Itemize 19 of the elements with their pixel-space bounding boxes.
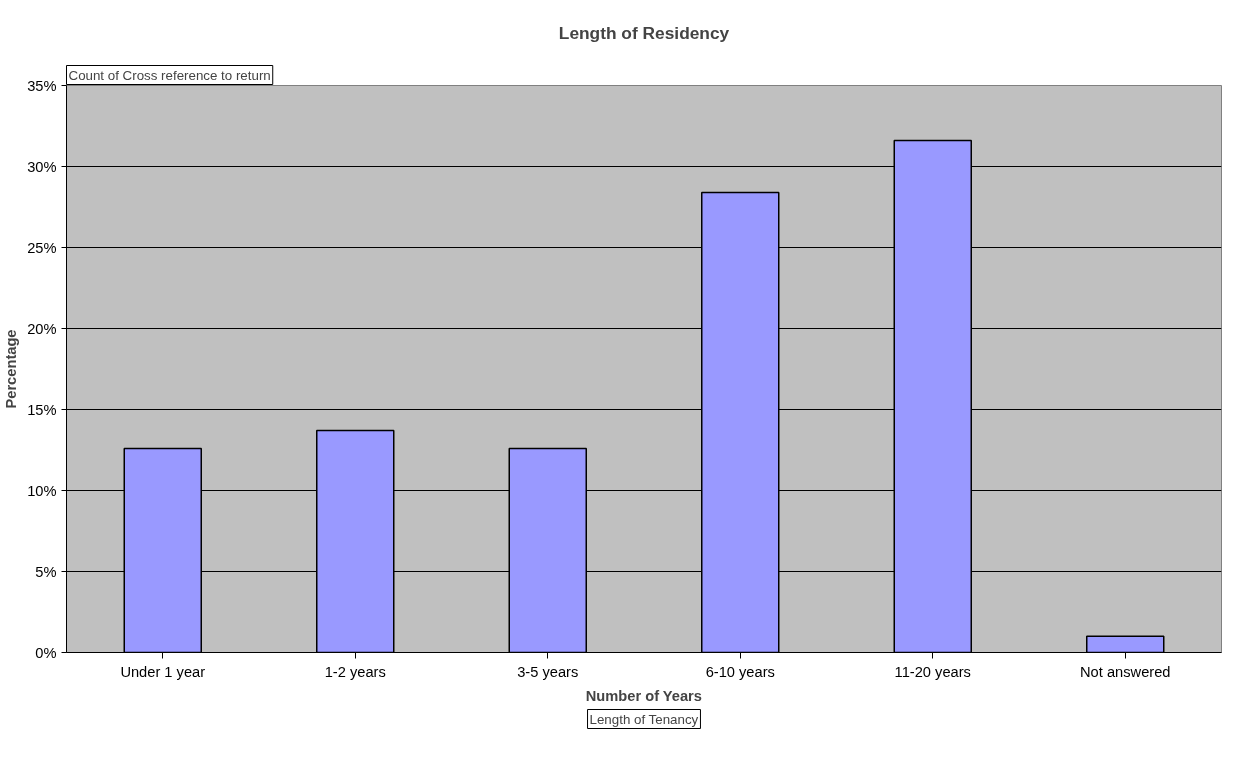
x-tick-label: Not answered — [1080, 663, 1171, 680]
y-tick-label: 20% — [27, 320, 57, 337]
y-tick-label: 0% — [35, 644, 57, 661]
y-axis-title: Percentage — [3, 329, 20, 409]
y-tick-label: 35% — [27, 77, 57, 94]
x-tick-label: 6-10 years — [705, 663, 775, 680]
y-tick-label: 10% — [27, 482, 57, 499]
x-tick-label: Under 1 year — [120, 663, 206, 680]
text: Count of Cross reference to return — [68, 67, 271, 83]
y-tick-label: 30% — [27, 158, 57, 175]
y-tick-label: 15% — [27, 401, 57, 418]
text: Length of Tenancy — [589, 711, 699, 727]
y-tick-label: 25% — [27, 239, 57, 256]
x-tick-label: 1-2 years — [324, 663, 386, 680]
x-tick-label: 3-5 years — [517, 663, 579, 680]
x-axis-title: Number of Years — [585, 687, 702, 704]
y-tick-label: 5% — [35, 563, 57, 580]
x-tick-label: 11-20 years — [894, 663, 971, 680]
chart-title: Length of Residency — [558, 22, 730, 43]
